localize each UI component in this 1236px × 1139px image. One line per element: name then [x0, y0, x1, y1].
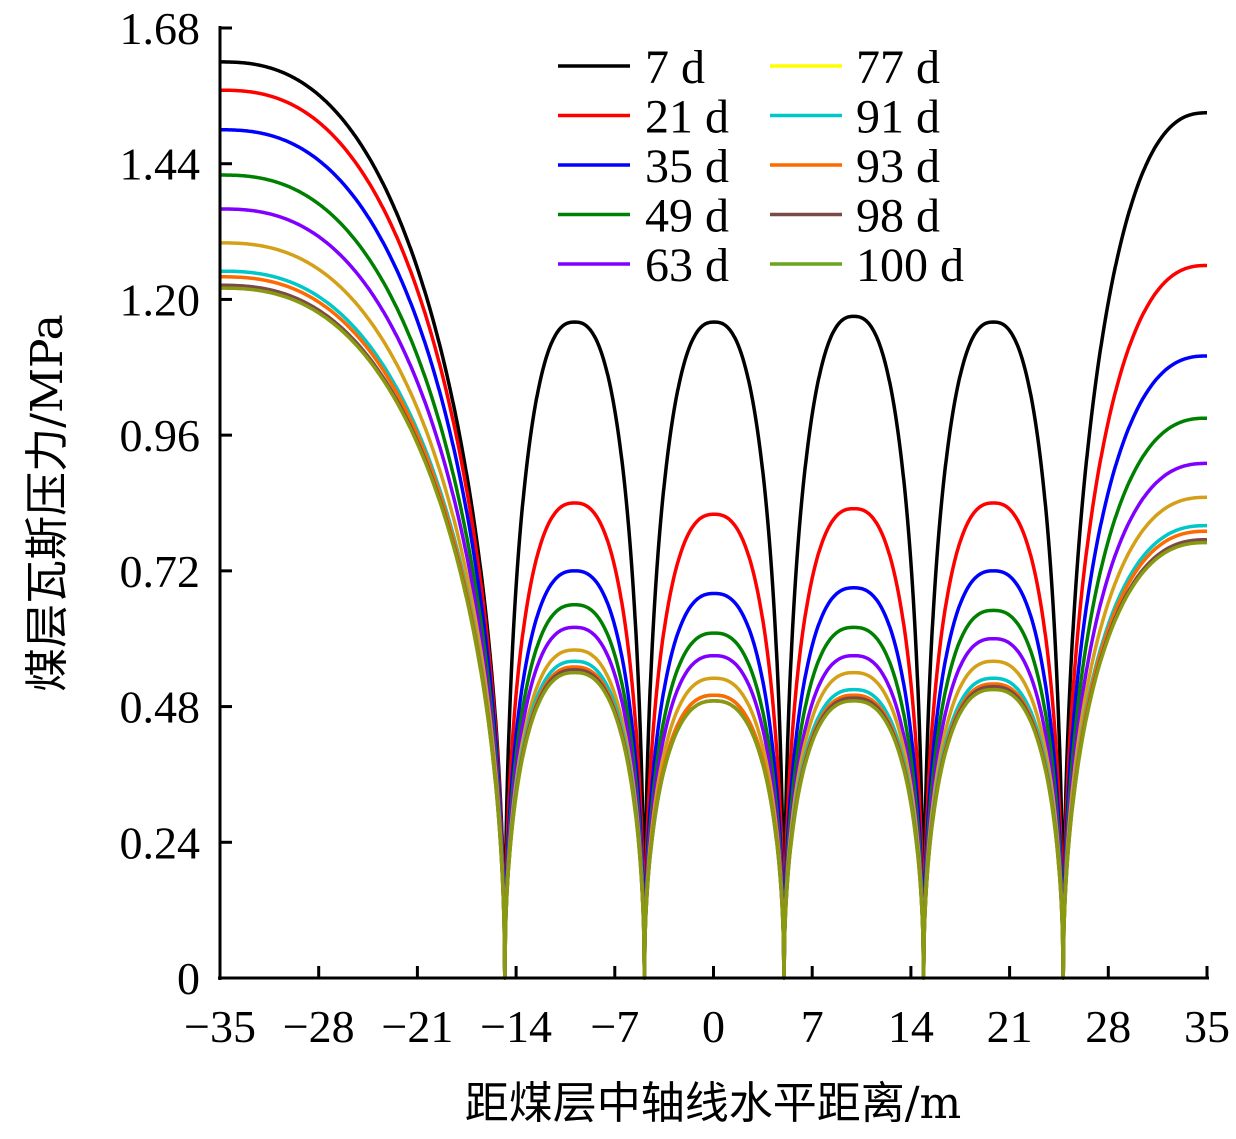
- series-line-49d: [218, 173, 1209, 980]
- series-line-21d: [218, 88, 1209, 980]
- x-tick-label: −21: [381, 1001, 453, 1052]
- legend-label: 91 d: [856, 91, 940, 144]
- x-axis-title: 距煤层中轴线水平距离/m: [465, 1078, 962, 1129]
- x-tick-label: 28: [1085, 1001, 1131, 1052]
- legend-label: 77 d: [856, 41, 940, 94]
- legend-label: 49 d: [645, 190, 729, 243]
- y-tick-label: 0.96: [120, 410, 201, 461]
- x-tick-label: 35: [1184, 1001, 1230, 1052]
- legend-label: 21 d: [645, 91, 729, 144]
- x-tick-label: 14: [888, 1001, 934, 1052]
- x-tick-label: 21: [987, 1001, 1033, 1052]
- legend-label: 35 d: [645, 140, 729, 193]
- series-line-100d: [218, 286, 1209, 980]
- y-axis-title: 煤层瓦斯压力/MPa: [22, 314, 73, 692]
- legend-label: 7 d: [645, 41, 705, 94]
- series-line-63d: [218, 207, 1209, 980]
- y-tick-label: 1.68: [120, 3, 201, 54]
- x-ticks: −35 −28 −21 −14 −7 0 7 14 21 28 35: [184, 966, 1230, 1052]
- series-layer: [218, 60, 1209, 980]
- x-tick-label: −28: [283, 1001, 355, 1052]
- x-tick-label: 7: [801, 1001, 824, 1052]
- y-tick-label: 0.24: [120, 817, 201, 868]
- legend-label: 93 d: [856, 140, 940, 193]
- series-line-7d: [218, 60, 1209, 980]
- y-tick-label: 0: [177, 953, 200, 1004]
- x-tick-label: −35: [184, 1001, 256, 1052]
- y-tick-label: 0.48: [120, 682, 201, 733]
- y-tick-label: 0.72: [120, 546, 201, 597]
- x-tick-label: −14: [480, 1001, 552, 1052]
- x-tick-label: −7: [590, 1001, 639, 1052]
- series-line-77d: [218, 241, 1209, 980]
- y-tick-label: 1.44: [120, 139, 201, 190]
- y-ticks: 0 0.24 0.48 0.72 0.96 1.20 1.44 1.68: [120, 3, 232, 1004]
- y-tick-label: 1.20: [120, 274, 201, 325]
- series-line-35d: [218, 128, 1209, 980]
- x-tick-label: 0: [702, 1001, 725, 1052]
- legend-label: 63 d: [645, 239, 729, 292]
- legend-label: 100 d: [856, 239, 964, 292]
- legend-label: 98 d: [856, 190, 940, 243]
